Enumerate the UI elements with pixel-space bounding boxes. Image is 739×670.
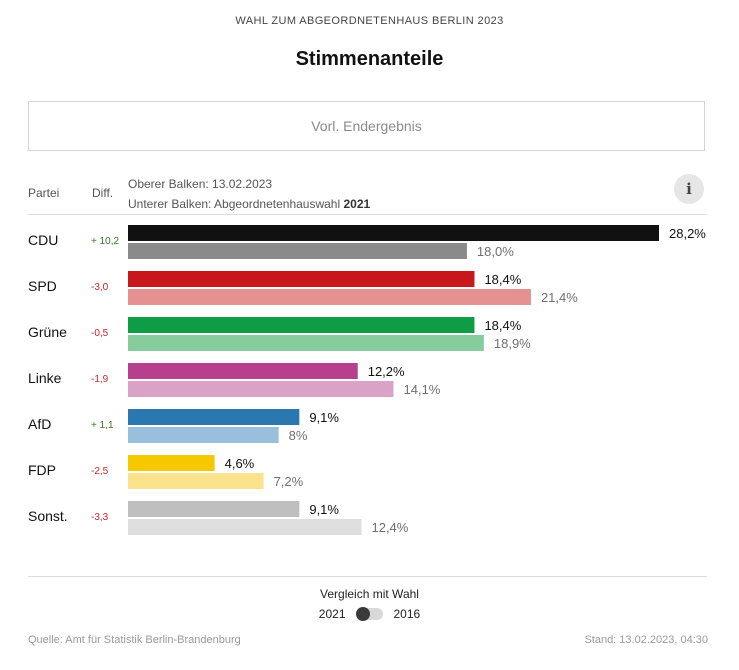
- bar-2021-grüne: [128, 335, 484, 351]
- result-status: Vorl. Endergebnis: [311, 118, 422, 134]
- diff-label-sonst: -3,3: [91, 512, 109, 523]
- party-label-afd: AfD: [28, 416, 51, 432]
- diff-label-spd: -3,0: [91, 282, 109, 293]
- diff-label-grüne: -0,5: [91, 328, 109, 339]
- value-current-fdp: 4,6%: [225, 456, 255, 471]
- column-header-party: Partei: [28, 186, 60, 200]
- party-label-linke: Linke: [28, 370, 62, 386]
- legend-lower-text: Unterer Balken: Abgeordnetenhauswahl: [128, 197, 344, 211]
- bar-current-sonst: [128, 501, 300, 517]
- bar-2021-linke: [128, 381, 394, 397]
- value-current-afd: 9,1%: [309, 410, 339, 425]
- value-2021-afd: 8%: [289, 428, 308, 443]
- diff-label-linke: -1,9: [91, 374, 109, 385]
- party-label-sonst: Sonst.: [28, 508, 68, 524]
- party-label-cdu: CDU: [28, 232, 58, 248]
- bar-2021-spd: [128, 289, 531, 305]
- party-label-fdp: FDP: [28, 462, 56, 478]
- value-2021-grüne: 18,9%: [494, 336, 531, 351]
- bar-2021-cdu: [128, 243, 467, 259]
- comparison-option-2016[interactable]: 2016: [393, 607, 421, 621]
- value-current-cdu: 28,2%: [669, 226, 706, 241]
- bar-current-spd: [128, 271, 475, 287]
- result-status-box: Vorl. Endergebnis: [28, 101, 705, 151]
- diff-label-cdu: + 10,2: [91, 236, 120, 247]
- value-current-grüne: 18,4%: [484, 318, 521, 333]
- value-2021-spd: 21,4%: [541, 290, 578, 305]
- comparison-title: Vergleich mit Wahl: [320, 587, 419, 601]
- bar-2021-sonst: [128, 519, 362, 535]
- comparison-toggle[interactable]: [355, 607, 383, 621]
- bar-2021-afd: [128, 427, 279, 443]
- bar-2021-fdp: [128, 473, 264, 489]
- source-note: Quelle: Amt für Statistik Berlin-Branden…: [28, 634, 241, 646]
- value-2021-linke: 14,1%: [404, 382, 441, 397]
- value-current-sonst: 9,1%: [309, 502, 339, 517]
- diff-label-afd: + 1,1: [91, 420, 114, 431]
- value-2021-fdp: 7,2%: [274, 474, 304, 489]
- comparison-option-2021[interactable]: 2021: [318, 607, 346, 621]
- footer-divider: [28, 576, 707, 577]
- bar-current-grüne: [128, 317, 475, 333]
- column-header-diff: Diff.: [92, 186, 114, 200]
- value-current-spd: 18,4%: [484, 272, 521, 287]
- page-title: Stimmenanteile: [295, 48, 444, 70]
- bar-current-afd: [128, 409, 300, 425]
- party-label-grüne: Grüne: [28, 324, 67, 340]
- legend-lower-year: 2021: [343, 197, 371, 211]
- legend-upper-bar: Oberer Balken: 13.02.2023: [128, 177, 273, 191]
- value-current-linke: 12,2%: [368, 364, 405, 379]
- value-2021-cdu: 18,0%: [477, 244, 514, 259]
- timestamp-note: Stand: 13.02.2023, 04:30: [584, 634, 708, 646]
- bar-current-fdp: [128, 455, 215, 471]
- legend-lower-bar: Unterer Balken: Abgeordnetenhauswahl 202…: [128, 197, 370, 211]
- supertitle: WAHL ZUM ABGEORDNETENHAUS BERLIN 2023: [235, 15, 504, 27]
- bar-current-linke: [128, 363, 358, 379]
- party-label-spd: SPD: [28, 278, 57, 294]
- info-button[interactable]: i: [674, 174, 704, 204]
- comparison-toggle-knob[interactable]: [355, 607, 370, 621]
- bar-current-cdu: [128, 225, 659, 241]
- diff-label-fdp: -2,5: [91, 466, 109, 477]
- comparison-toggle-row: 2021 2016: [0, 607, 739, 621]
- header-divider: [28, 214, 707, 215]
- value-2021-sonst: 12,4%: [371, 520, 408, 535]
